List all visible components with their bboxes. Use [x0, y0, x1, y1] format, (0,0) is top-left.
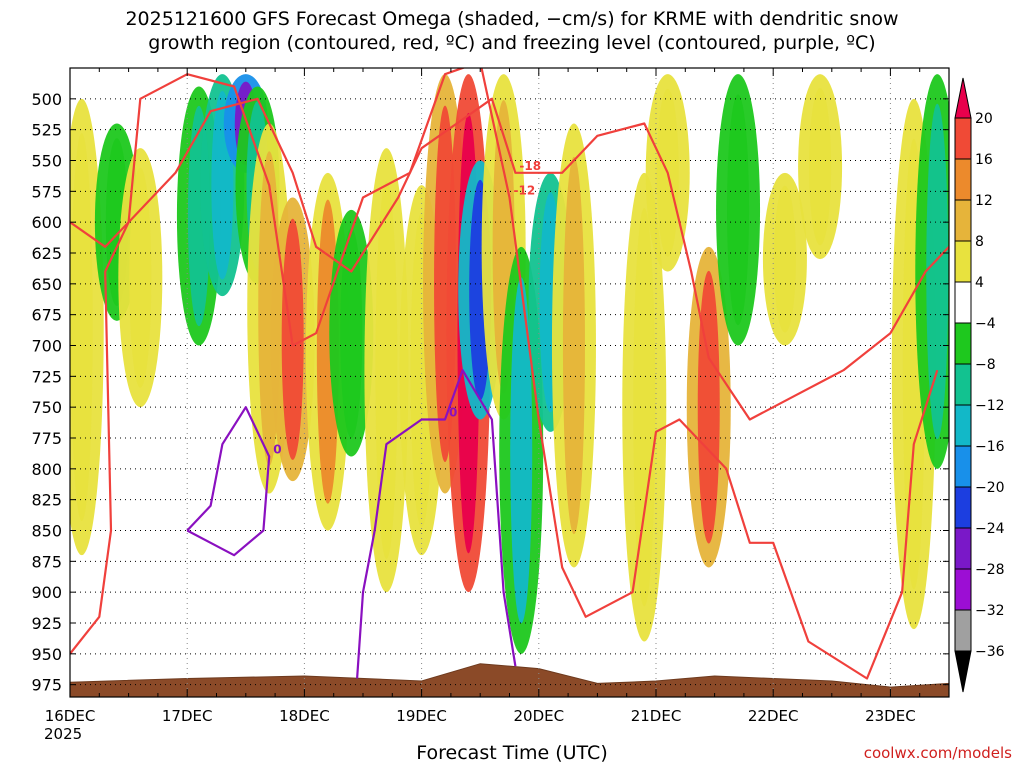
- omega-cell-core: [809, 88, 832, 246]
- omega-cell-core: [773, 185, 796, 333]
- y-tick-label: 750: [31, 398, 62, 417]
- x-tick-label: 21DEC: [631, 707, 682, 725]
- colorbar-label: 16: [975, 152, 993, 168]
- colorbar-label: −20: [975, 480, 1005, 496]
- y-tick-label: 600: [31, 213, 62, 232]
- terrain-surface: [70, 663, 949, 697]
- x-year-label: 2025: [44, 725, 82, 743]
- omega-cell-core: [510, 277, 533, 624]
- axes-layer: 500 525 550 575 600 625 650 675 700 725 750 775 800 8…: [31, 68, 950, 743]
- colorbar-segment: [954, 486, 972, 529]
- colorbar-label: 8: [975, 234, 984, 250]
- y-tick-label: 850: [31, 522, 62, 541]
- y-tick-label: 575: [31, 182, 62, 201]
- isotherm-0-left-label: 0: [273, 443, 281, 457]
- colorbar-label: −24: [975, 521, 1005, 537]
- colorbar-segment: [954, 609, 972, 652]
- x-tick-label: 23DEC: [865, 707, 916, 725]
- colorbar-label: 20: [975, 111, 993, 127]
- y-tick-label: 875: [31, 552, 62, 571]
- colorbar-label: −36: [975, 644, 1005, 660]
- omega-cell-core: [633, 207, 656, 607]
- colorbar-label: −4: [975, 316, 996, 332]
- terrain-layer: [70, 663, 949, 697]
- isotherm-0-right-label: 0: [449, 406, 457, 420]
- chart-title-line1: 2025121600 GFS Forecast Omega (shaded, −…: [125, 8, 899, 30]
- colorbar-label: 12: [975, 193, 993, 209]
- y-tick-label: 700: [31, 337, 62, 356]
- colorbar-segment: [954, 240, 972, 283]
- colorbar-label: −16: [975, 439, 1005, 455]
- y-tick-label: 775: [31, 429, 62, 448]
- omega-cell-core: [727, 94, 750, 326]
- colorbar: 20 16 12 8 4 −4 −8 −12 −16 −20 −24 −28 −32 −36: [954, 77, 1005, 693]
- y-tick-label: 675: [31, 306, 62, 325]
- x-tick-label: 19DEC: [396, 707, 447, 725]
- y-tick-label: 975: [31, 676, 62, 695]
- isotherm-minus12: [70, 68, 939, 680]
- isotherm-0-right: [356, 369, 517, 679]
- omega-cell-core: [562, 156, 585, 535]
- x-tick-label: 22DEC: [748, 707, 799, 725]
- colorbar-segment: [954, 158, 972, 201]
- x-tick-label: 16DEC: [45, 707, 96, 725]
- y-tick-label: 800: [31, 460, 62, 479]
- omega-cell-core: [340, 228, 363, 438]
- x-tick-label: 20DEC: [514, 707, 565, 725]
- isotherm-minus12-label: -12: [514, 184, 536, 198]
- credit-link[interactable]: coolwx.com/models: [863, 744, 1012, 762]
- omega-shading-layer: [70, 74, 949, 654]
- colorbar-segment: [954, 404, 972, 447]
- colorbar-segment: [954, 445, 972, 488]
- colorbar-segment: [954, 363, 972, 406]
- y-tick-label: 500: [31, 90, 62, 109]
- omega-cell-core: [375, 181, 398, 559]
- x-tick-label: 18DEC: [279, 707, 330, 725]
- isotherm-minus18-label: -18: [519, 159, 541, 173]
- y-tick-label: 525: [31, 121, 62, 140]
- colorbar-top-tip: [954, 77, 972, 119]
- colorbar-label: −8: [975, 357, 996, 373]
- colorbar-label: −28: [975, 562, 1005, 578]
- x-axis-label: Forecast Time (UTC): [416, 742, 608, 764]
- y-tick-label: 550: [31, 152, 62, 171]
- y-tick-label: 950: [31, 645, 62, 664]
- y-tick-label: 825: [31, 491, 62, 510]
- omega-cell-core: [926, 103, 949, 440]
- y-tick-label: 725: [31, 367, 62, 386]
- colorbar-label: −12: [975, 398, 1005, 414]
- colorbar-segment: [954, 568, 972, 611]
- isotherm-minus18: [70, 97, 949, 421]
- colorbar-segment: [954, 281, 972, 324]
- omega-cell-core: [70, 133, 93, 521]
- colorbar-segment: [954, 527, 972, 570]
- y-tick-label: 925: [31, 614, 62, 633]
- y-tick-label: 625: [31, 244, 62, 263]
- colorbar-label: 4: [975, 275, 984, 291]
- contour-layer: -12 -18 0 0: [70, 68, 949, 680]
- y-tick-label: 650: [31, 275, 62, 294]
- chart-title-line2: growth region (contoured, red, ºC) and f…: [148, 32, 876, 54]
- colorbar-label: −32: [975, 603, 1005, 619]
- y-tick-label: 900: [31, 583, 62, 602]
- colorbar-bottom-tip: [954, 650, 972, 693]
- colorbar-segment: [954, 322, 972, 365]
- x-tick-label: 17DEC: [162, 707, 213, 725]
- colorbar-segment: [954, 199, 972, 242]
- colorbar-segment: [954, 117, 972, 160]
- omega-cell-core: [697, 270, 720, 544]
- isotherm-0-left: [186, 406, 271, 557]
